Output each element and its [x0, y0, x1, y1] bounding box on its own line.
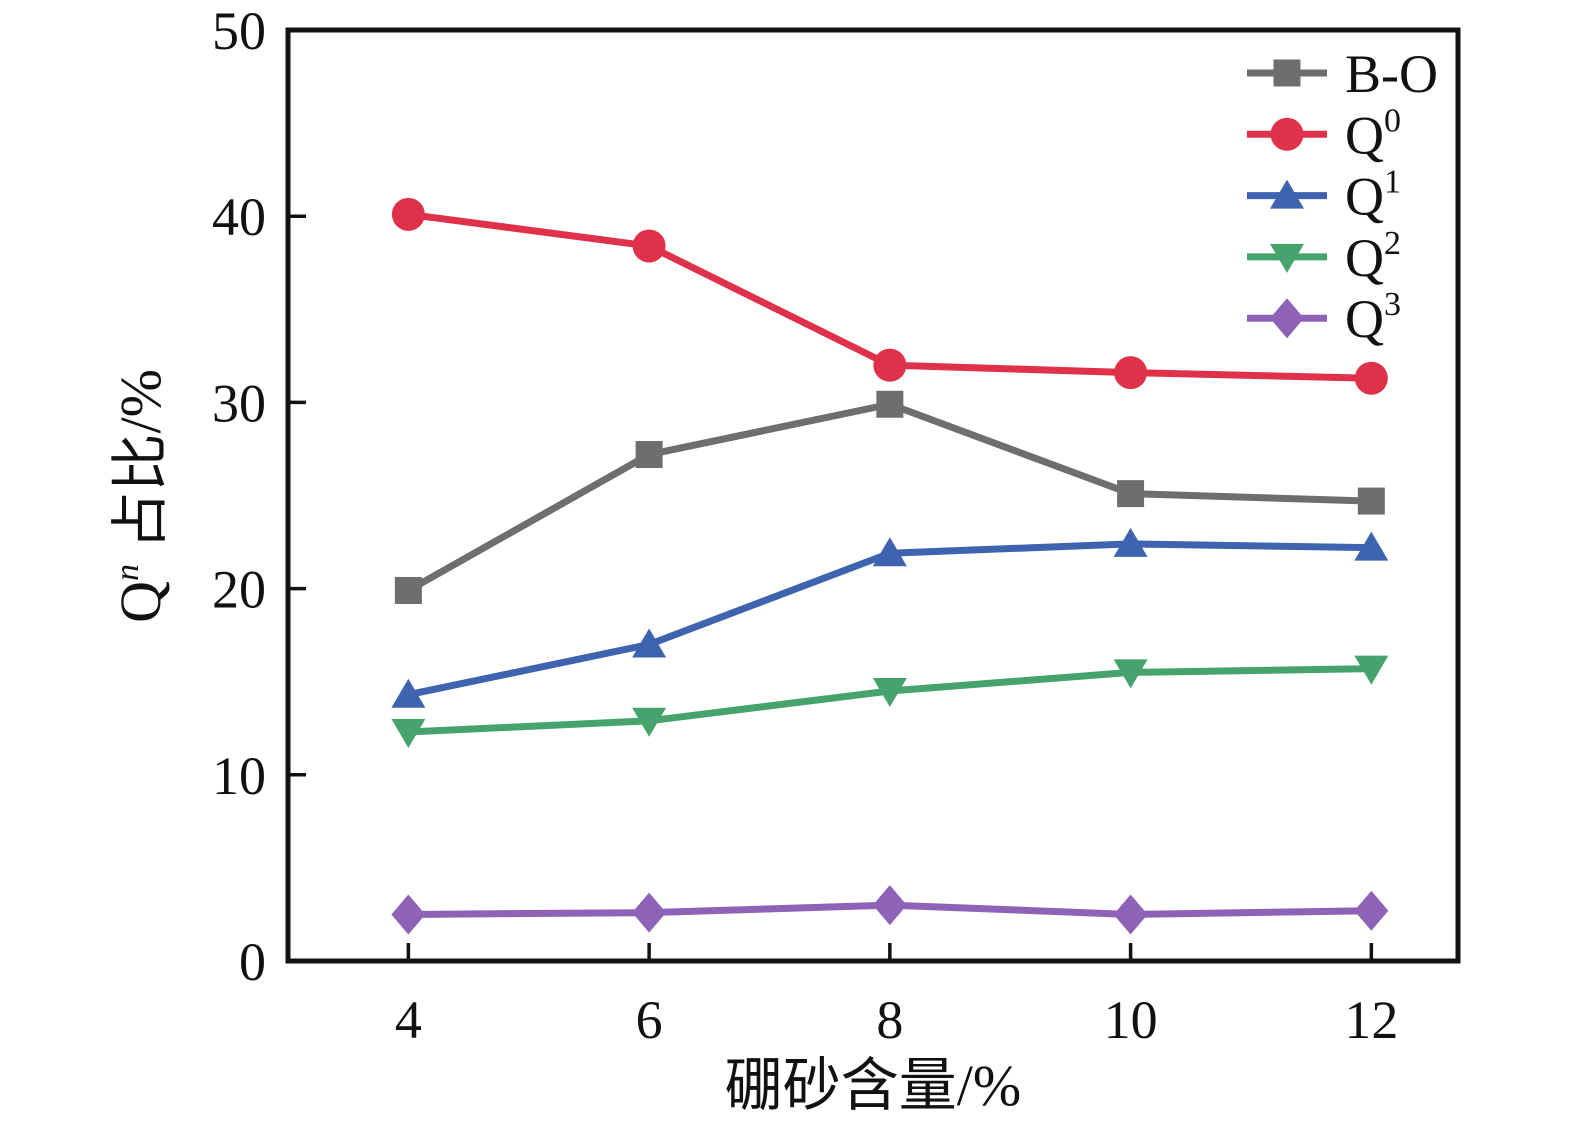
- series-Q2: [391, 655, 1389, 748]
- axes-frame: [285, 27, 1461, 964]
- series-Q3-marker: [1354, 890, 1389, 931]
- x-axis-tick-label: 8: [876, 990, 903, 1050]
- legend-item-B-O: B-O: [1247, 44, 1438, 104]
- series-Q3-marker: [632, 892, 667, 933]
- legend-label: Q2: [1345, 225, 1401, 288]
- series-Q2-marker: [632, 707, 667, 737]
- legend-label-base: Q: [1345, 228, 1384, 288]
- y-axis-tick-label: 20: [212, 560, 266, 620]
- series-Q2-marker: [872, 678, 907, 708]
- series-B-O: [394, 390, 1385, 604]
- x-axis-tick-label: 10: [1104, 990, 1158, 1050]
- legend-label-sup: 1: [1384, 164, 1401, 201]
- y-axis-tick-label: 30: [212, 373, 266, 433]
- legend-item-Q0: Q0: [1247, 102, 1401, 165]
- series-Q1-marker: [872, 537, 907, 567]
- x-axis-title: 硼砂含量/%: [725, 1053, 1021, 1118]
- series-Q3-marker: [391, 894, 426, 935]
- legend-label-base: Q: [1345, 289, 1384, 349]
- legend-item-Q3: Q3: [1247, 286, 1401, 349]
- legend-label-base: Q: [1345, 167, 1384, 227]
- legend-label-base: Q: [1345, 105, 1384, 165]
- legend-triangle-up-icon: [1270, 179, 1304, 209]
- legend-diamond-icon: [1270, 298, 1304, 339]
- series-Q1-marker: [1113, 527, 1148, 557]
- series-Q0-marker: [873, 348, 907, 382]
- legend-label-base: B-O: [1345, 44, 1438, 104]
- series-Q2-marker: [1113, 659, 1148, 689]
- series-B-O-marker: [876, 390, 904, 418]
- legend-circle-icon: [1270, 117, 1304, 151]
- series-Q1-marker: [632, 628, 667, 658]
- series-Q0-marker: [391, 197, 425, 231]
- legend-triangle-down-icon: [1270, 243, 1304, 273]
- y-axis-title-part: 占比/%: [108, 369, 173, 564]
- series-Q1-marker: [391, 678, 426, 708]
- y-axis-title-part: Q: [108, 581, 173, 623]
- legend-item-Q2: Q2: [1247, 225, 1401, 288]
- series-B-O-marker: [635, 441, 663, 469]
- series-Q0-marker: [1114, 356, 1148, 390]
- series-B-O-marker: [1117, 480, 1145, 508]
- series-Q2-marker: [391, 718, 426, 748]
- legend-label: Q0: [1345, 102, 1401, 165]
- series-Q3-marker: [1113, 894, 1148, 935]
- y-axis-tick-label: 0: [239, 932, 266, 992]
- y-axis-tick-label: 50: [212, 1, 266, 61]
- legend-label-sup: 3: [1384, 286, 1401, 323]
- series-Q1-marker: [1354, 531, 1389, 561]
- series-Q1: [391, 527, 1389, 708]
- legend-label-sup: 2: [1384, 225, 1401, 262]
- legend-square-icon: [1273, 59, 1301, 87]
- series-Q0-marker: [632, 229, 666, 263]
- x-axis-tick-label: 12: [1344, 990, 1398, 1050]
- series-B-O-marker: [1357, 487, 1385, 515]
- series-B-O-marker: [394, 576, 422, 604]
- y-axis-tick-label: 10: [212, 746, 266, 806]
- legend-label: B-O: [1345, 44, 1438, 104]
- series-Q3-marker: [872, 885, 907, 926]
- series-Q2-marker: [1354, 655, 1389, 685]
- series-Q0-marker: [1354, 361, 1388, 395]
- y-axis-title: Qn 占比/%: [108, 369, 173, 623]
- legend-label-sup: 0: [1384, 102, 1401, 139]
- legend-item-Q1: Q1: [1247, 164, 1401, 227]
- y-axis-title-sup: n: [109, 564, 146, 581]
- legend-label: Q3: [1345, 286, 1401, 349]
- x-axis-tick-label: 4: [395, 990, 422, 1050]
- legend-label: Q1: [1345, 164, 1401, 227]
- series-Q0: [391, 197, 1388, 395]
- series-Q3: [391, 885, 1389, 935]
- x-axis-tick-label: 6: [636, 990, 663, 1050]
- y-axis-tick-label: 40: [212, 187, 266, 247]
